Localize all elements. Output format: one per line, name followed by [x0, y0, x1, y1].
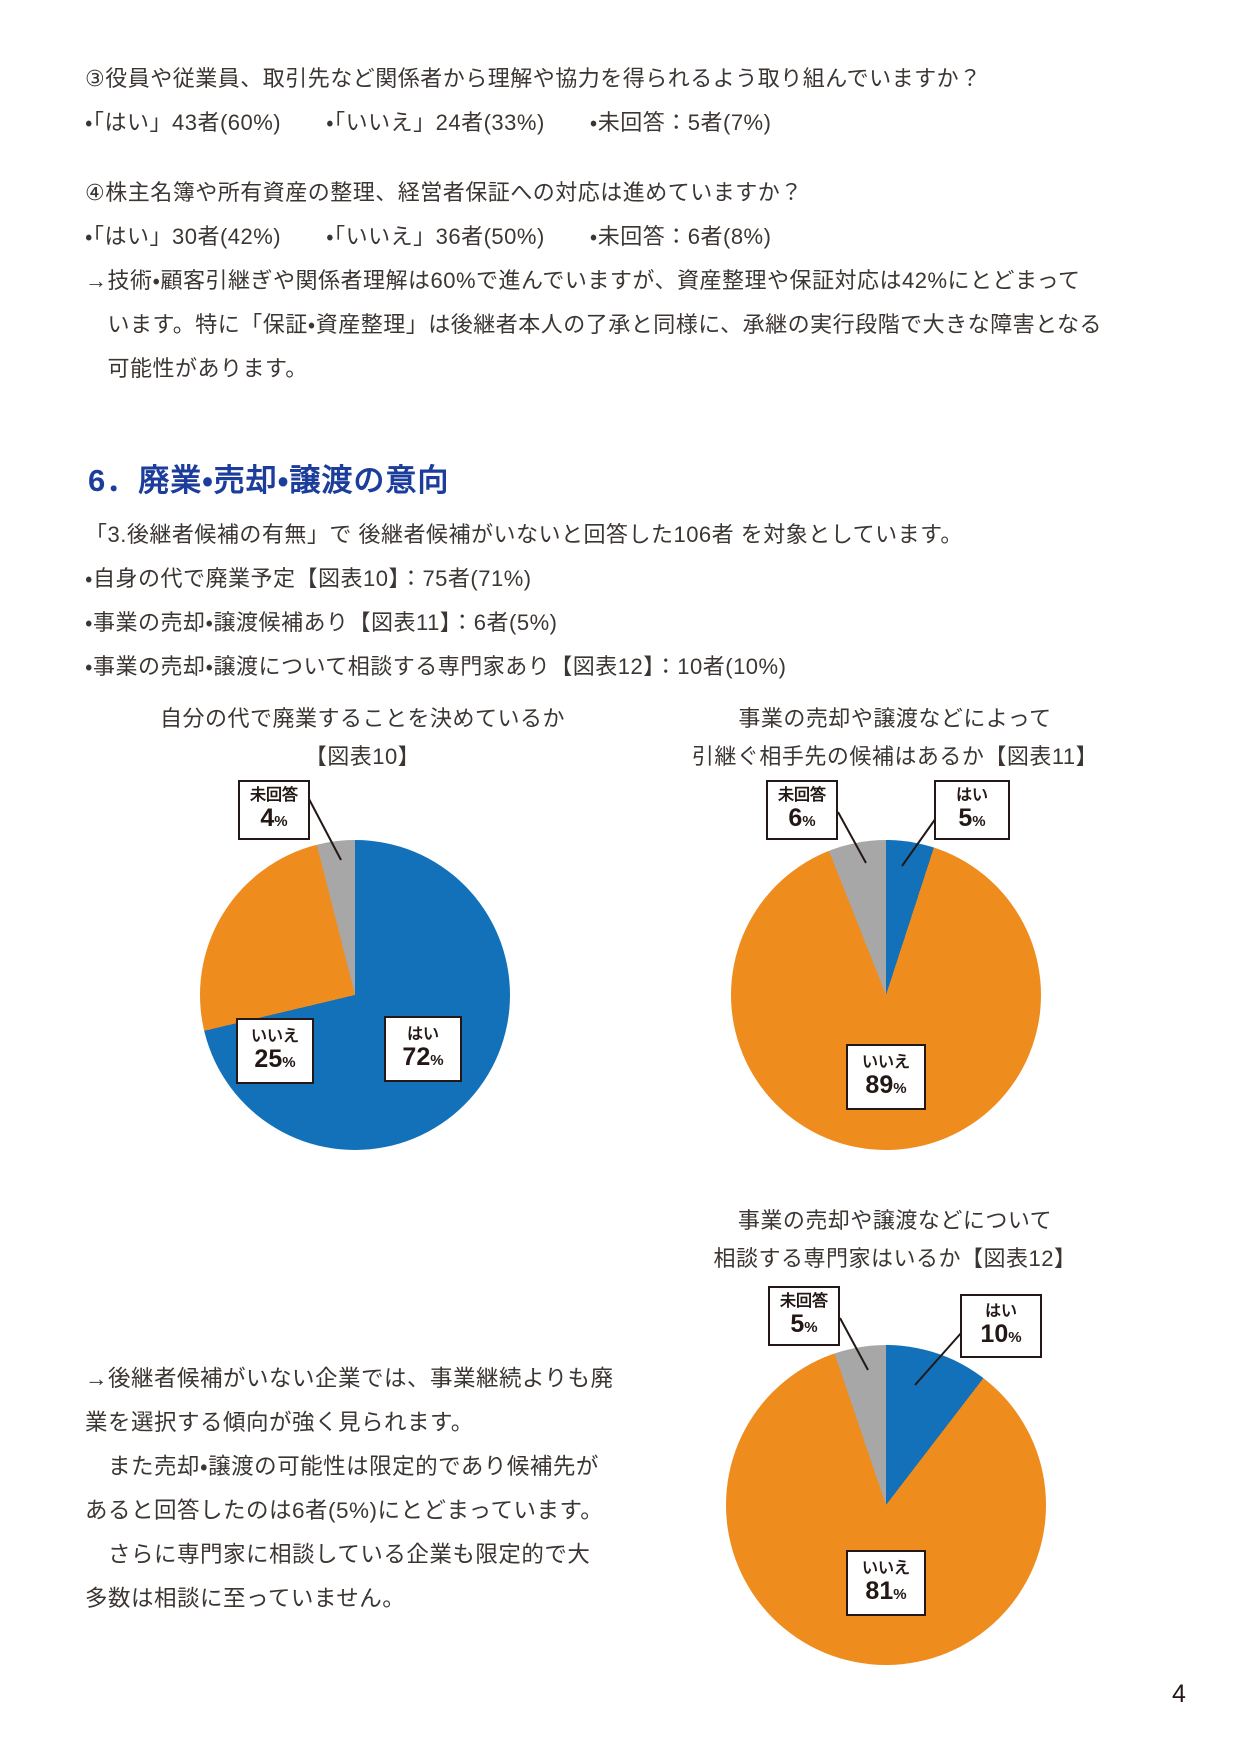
- fig10-noanswer-label: 未回答 4%: [238, 780, 310, 840]
- summary-line: また売却・譲渡の可能性は限定的であり候補先が: [85, 1454, 599, 1479]
- summary-line: さらに専門家に相談している企業も限定的で大: [85, 1542, 591, 1567]
- pie-slice-value: 5%: [790, 1310, 818, 1339]
- section6-heading: 6．廃業・売却・譲渡の意向: [88, 463, 450, 498]
- q4-note-line: 可能性があります。: [85, 356, 308, 381]
- section6-bullet: ・事業の売却・譲渡候補あり【図表11】：6者(5%): [85, 610, 558, 635]
- fig12-yes-label: はい 10%: [960, 1294, 1042, 1358]
- q3-results: ・「はい」43者(60%) ・「いいえ」24者(33%) ・未回答：5者(7%): [85, 110, 772, 135]
- pie-slice-label: 未回答: [249, 787, 298, 805]
- fig12-noanswer-label: 未回答 5%: [768, 1286, 840, 1346]
- fig12-title-line2: 相談する専門家はいるか【図表12】: [713, 1246, 1077, 1271]
- page-number: 4: [1172, 1680, 1186, 1708]
- pie-slice-label: 未回答: [777, 787, 826, 805]
- fig11-no-label: いいえ 89%: [846, 1044, 926, 1110]
- section6-bullet: ・自身の代で廃業予定【図表10】：75者(71%): [85, 566, 532, 591]
- fig10-title-line2: 【図表10】: [304, 744, 421, 769]
- summary-line: 多数は相談に至っていません。: [85, 1586, 406, 1611]
- pie-slice-value: 10%: [980, 1320, 1022, 1349]
- fig10-no-label: いいえ 25%: [236, 1018, 314, 1084]
- pie-slice-value: 6%: [788, 804, 816, 833]
- pie-slice-label: いいえ: [861, 1054, 910, 1072]
- summary-line: あると回答したのは6者(5%)にとどまっています。: [85, 1498, 604, 1523]
- pie-slice-value: 89%: [865, 1071, 907, 1100]
- fig12-title-line1: 事業の売却や譲渡などについて: [737, 1208, 1053, 1233]
- pie-slice-label: はい: [406, 1026, 439, 1044]
- q4-note-line: います。特に「保証・資産整理」は後継者本人の了承と同様に、承継の実行段階で大きな…: [85, 312, 1102, 337]
- pie-slice-value: 4%: [260, 804, 288, 833]
- fig11-title-line2: 引継ぐ相手先の候補はあるか【図表11】: [691, 744, 1099, 769]
- fig12-no-label: いいえ 81%: [846, 1550, 926, 1616]
- fig11-yes-label: はい 5%: [934, 780, 1010, 840]
- pie-slice-label: はい: [984, 1303, 1017, 1321]
- q4-question: ④株主名簿や所有資産の整理、経営者保証への対応は進めていますか？: [85, 180, 803, 205]
- fig10-title: 自分の代で廃業することを決めているか 【図表10】: [85, 700, 640, 776]
- pie-slice-label: 未回答: [779, 1293, 828, 1311]
- q3-question: ③役員や従業員、取引先など関係者から理解や協力を得られるよう取り組んでいますか？: [85, 66, 982, 91]
- fig11-title: 事業の売却や譲渡などによって 引継ぐ相手先の候補はあるか【図表11】: [650, 700, 1140, 776]
- summary-line: →後継者候補がいない企業では、事業継続よりも廃: [85, 1366, 614, 1391]
- section6-intro: 「3.後継者候補の有無」で 後継者候補がいないと回答した106者 を対象としてい…: [85, 522, 963, 547]
- summary-line: 業を選択する傾向が強く見られます。: [85, 1410, 474, 1435]
- pie-slice-value: 25%: [254, 1045, 296, 1074]
- pie-slice-label: いいえ: [861, 1560, 910, 1578]
- pie-chart-fig10: [200, 840, 510, 1150]
- fig11-noanswer-label: 未回答 6%: [766, 780, 838, 840]
- pie-slice-label: いいえ: [250, 1028, 299, 1046]
- q4-note-line: →技術・顧客引継ぎや関係者理解は60%で進んでいますが、資産整理や保証対応は42…: [85, 268, 1081, 293]
- fig12-title: 事業の売却や譲渡などについて 相談する専門家はいるか【図表12】: [650, 1202, 1140, 1278]
- fig11-title-line1: 事業の売却や譲渡などによって: [738, 706, 1052, 731]
- fig10-yes-label: はい 72%: [384, 1016, 462, 1082]
- q4-results: ・「はい」30者(42%) ・「いいえ」36者(50%) ・未回答：6者(8%): [85, 224, 772, 249]
- pie-chart-fig12: [726, 1345, 1046, 1665]
- pie-slice-label: はい: [955, 787, 988, 805]
- pie-slice-value: 81%: [865, 1577, 907, 1606]
- section6-bullet: ・事業の売却・譲渡について相談する専門家あり【図表12】：10者(10%): [85, 654, 787, 679]
- pie-slice-value: 5%: [958, 804, 986, 833]
- pie-slice-value: 72%: [402, 1043, 444, 1072]
- fig10-title-line1: 自分の代で廃業することを決めているか: [159, 706, 565, 731]
